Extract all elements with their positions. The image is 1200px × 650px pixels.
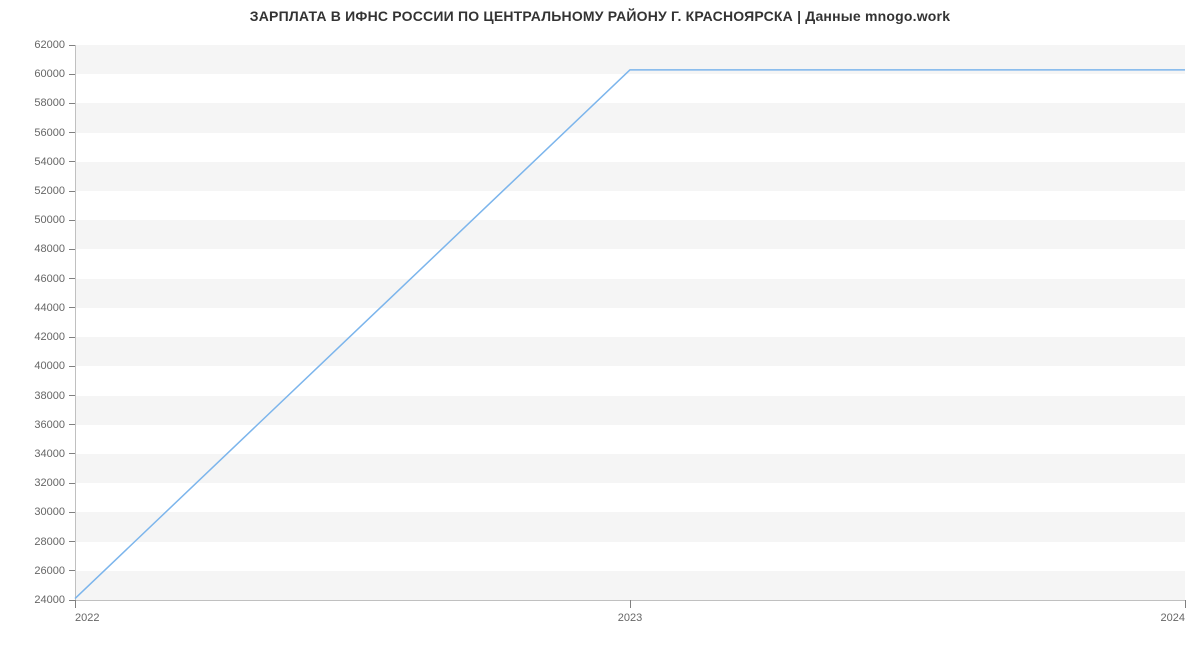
x-tick-label: 2023 — [618, 612, 642, 624]
y-tick-label: 28000 — [5, 536, 65, 548]
y-tick-label: 44000 — [5, 302, 65, 314]
y-tick-label: 48000 — [5, 243, 65, 255]
y-tick-label: 24000 — [5, 594, 65, 606]
y-tick-label: 54000 — [5, 156, 65, 168]
y-tick-label: 52000 — [5, 185, 65, 197]
y-tick-label: 32000 — [5, 477, 65, 489]
plot-area: 2400026000280003000032000340003600038000… — [75, 45, 1185, 600]
y-tick-label: 36000 — [5, 419, 65, 431]
y-tick-label: 50000 — [5, 214, 65, 226]
x-tick — [630, 600, 631, 608]
y-tick-label: 30000 — [5, 506, 65, 518]
y-tick-label: 40000 — [5, 360, 65, 372]
x-tick — [75, 600, 76, 608]
y-tick-label: 34000 — [5, 448, 65, 460]
x-tick — [1185, 600, 1186, 608]
y-tick-label: 58000 — [5, 97, 65, 109]
y-tick-label: 60000 — [5, 68, 65, 80]
y-tick-label: 42000 — [5, 331, 65, 343]
chart-title: ЗАРПЛАТА В ИФНС РОССИИ ПО ЦЕНТРАЛЬНОМУ Р… — [0, 8, 1200, 24]
y-tick-label: 26000 — [5, 565, 65, 577]
y-tick-label: 46000 — [5, 273, 65, 285]
y-tick-label: 38000 — [5, 390, 65, 402]
x-tick-label: 2024 — [1161, 612, 1185, 624]
series-line — [75, 45, 1185, 600]
y-tick-label: 56000 — [5, 127, 65, 139]
x-tick-label: 2022 — [75, 612, 99, 624]
salary-line-chart: ЗАРПЛАТА В ИФНС РОССИИ ПО ЦЕНТРАЛЬНОМУ Р… — [0, 0, 1200, 650]
y-tick-label: 62000 — [5, 39, 65, 51]
